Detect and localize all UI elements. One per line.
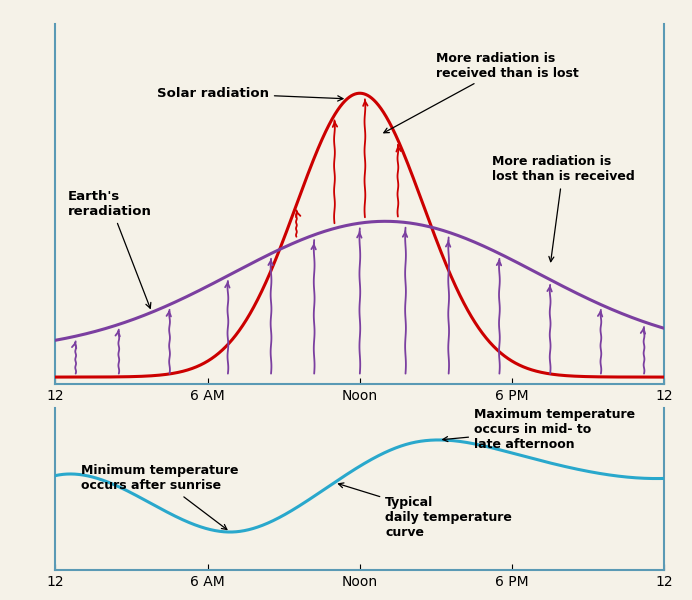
Text: More radiation is
received than is lost: More radiation is received than is lost [384, 52, 579, 133]
Text: Typical
daily temperature
curve: Typical daily temperature curve [338, 483, 512, 539]
Text: Earth's
reradiation: Earth's reradiation [68, 190, 152, 308]
Text: More radiation is
lost than is received: More radiation is lost than is received [492, 155, 635, 262]
Text: Solar radiation: Solar radiation [157, 87, 343, 101]
Text: Maximum temperature
occurs in mid- to
late afternoon: Maximum temperature occurs in mid- to la… [443, 407, 635, 451]
Text: Minimum temperature
occurs after sunrise: Minimum temperature occurs after sunrise [81, 464, 238, 530]
